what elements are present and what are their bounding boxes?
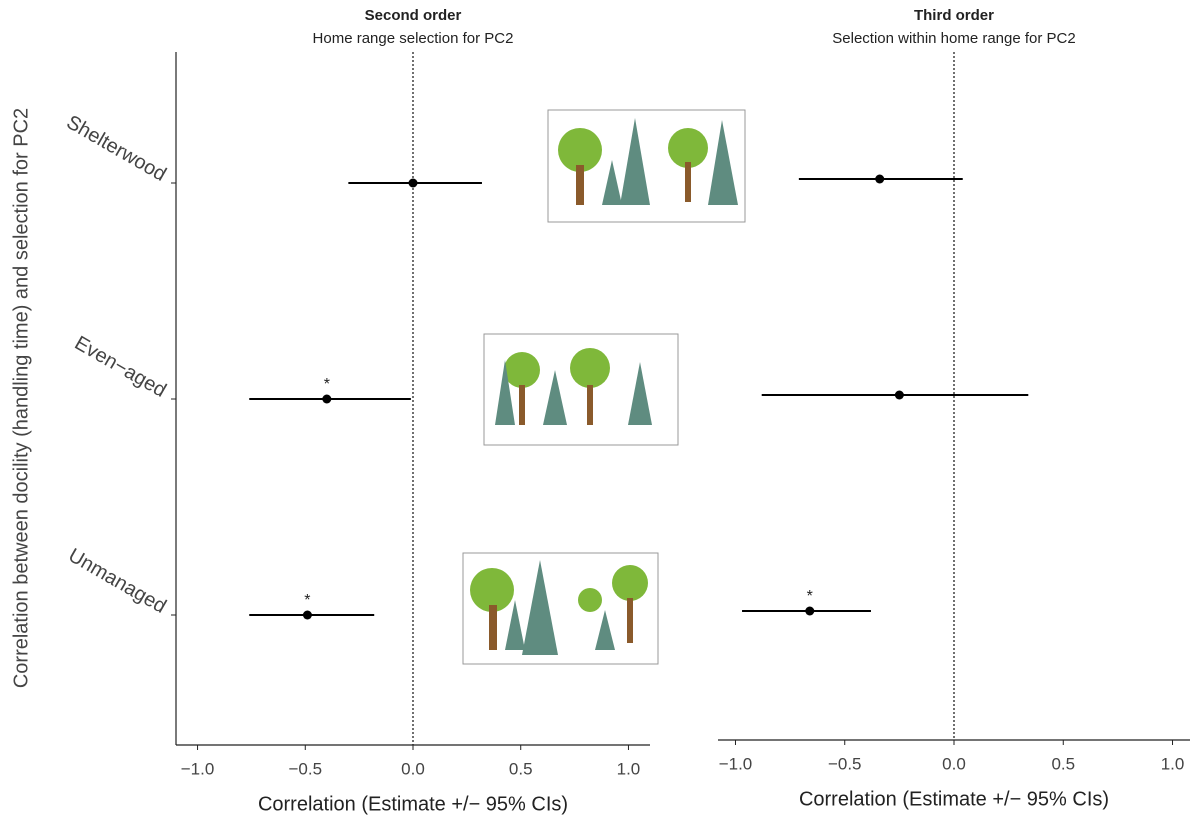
x-tick-label: −1.0 xyxy=(719,754,753,773)
estimate-point xyxy=(895,391,904,400)
x-tick-label: 0.0 xyxy=(401,759,425,778)
panel-title: Second order xyxy=(365,7,462,24)
x-tick-label: 0.0 xyxy=(942,754,966,773)
estimate-point xyxy=(875,175,884,184)
y-tick-label: Even−aged xyxy=(71,332,170,402)
x-tick-label: −0.5 xyxy=(828,754,862,773)
panel-title: Third order xyxy=(914,7,994,24)
panel-subtitle: Selection within home range for PC2 xyxy=(832,30,1075,47)
panel-subtitle: Home range selection for PC2 xyxy=(313,30,514,47)
x-axis-label: Correlation (Estimate +/− 95% CIs) xyxy=(258,793,568,815)
illustration xyxy=(463,110,745,664)
x-tick-label: 1.0 xyxy=(617,759,641,778)
x-tick-label: 0.5 xyxy=(1051,754,1075,773)
estimate-point xyxy=(303,611,312,620)
estimate-point xyxy=(409,179,418,188)
significance-label: * xyxy=(807,588,813,605)
x-axis-label: Correlation (Estimate +/− 95% CIs) xyxy=(799,788,1109,810)
x-tick-label: 0.5 xyxy=(509,759,533,778)
x-tick-label: −0.5 xyxy=(288,759,322,778)
significance-label: * xyxy=(324,376,330,393)
y-tick-label: Unmanaged xyxy=(64,544,169,618)
significance-label: * xyxy=(304,592,310,609)
estimate-point xyxy=(805,607,814,616)
x-tick-label: −1.0 xyxy=(181,759,215,778)
y-axis-label: Correlation between docility (handling t… xyxy=(10,108,32,688)
chart: Correlation between docility (handling t… xyxy=(0,0,1194,816)
estimate-point xyxy=(322,395,331,404)
x-tick-label: 1.0 xyxy=(1161,754,1185,773)
y-tick-label: Shelterwood xyxy=(63,111,170,186)
